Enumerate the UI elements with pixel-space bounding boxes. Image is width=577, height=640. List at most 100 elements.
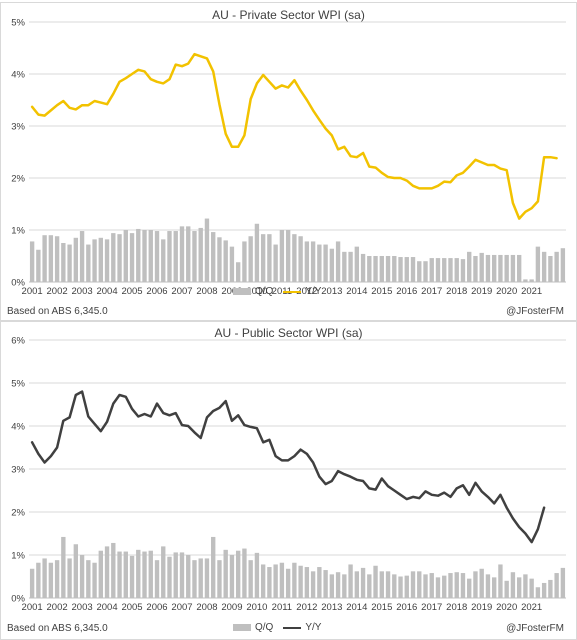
chart-legend: Q/Q Y/Y: [233, 622, 321, 633]
x-tick-label: 2014: [346, 286, 367, 297]
x-tick-label: 2014: [346, 602, 367, 613]
legend-line-swatch: [283, 290, 302, 293]
x-tick-label: 2021: [521, 286, 542, 297]
bar: [167, 231, 172, 282]
bar: [460, 259, 466, 282]
bar: [529, 578, 534, 598]
bar: [548, 256, 553, 282]
x-tick-label: 2007: [171, 286, 192, 297]
y-tick-label: 0%: [11, 594, 25, 605]
bar: [354, 246, 360, 282]
bar: [260, 564, 266, 598]
legend-label-yy: Y/Y: [305, 622, 322, 633]
bar: [211, 232, 216, 282]
bar: [485, 254, 491, 282]
bar: [54, 560, 60, 598]
bar: [279, 230, 285, 282]
bar: [173, 552, 178, 598]
bar: [554, 251, 559, 282]
bar: [48, 562, 54, 598]
bar: [335, 572, 341, 598]
bar: [73, 237, 79, 282]
x-tick-label: 2008: [196, 286, 217, 297]
bar: [360, 253, 366, 282]
bar: [136, 228, 141, 282]
bar: [129, 555, 135, 598]
x-tick-label: 2019: [471, 602, 492, 613]
bar: [523, 279, 528, 282]
bar: [223, 240, 228, 282]
bar: [329, 248, 335, 282]
x-tick-label: 2013: [321, 602, 342, 613]
bar: [473, 256, 478, 282]
y-tick-label: 1%: [11, 551, 25, 562]
bar: [360, 567, 366, 598]
y-tick-label: 3%: [11, 122, 25, 133]
bar: [42, 558, 47, 598]
bar: [79, 231, 85, 282]
author-handle: @JFosterFM: [506, 623, 564, 634]
bar: [398, 576, 403, 598]
bar: [473, 571, 478, 598]
bar: [335, 241, 341, 282]
bar: [186, 226, 191, 282]
bar: [298, 236, 303, 282]
bar: [198, 558, 203, 598]
bar: [161, 239, 166, 282]
bar: [248, 236, 253, 282]
bar: [167, 556, 172, 598]
bar: [379, 571, 384, 598]
bar: [529, 279, 534, 282]
bar: [373, 565, 378, 598]
bar: [92, 562, 97, 598]
bar: [198, 227, 203, 282]
bar: [179, 552, 185, 598]
x-tick-label: 2010: [246, 602, 267, 613]
bar: [279, 562, 285, 598]
bar: [161, 546, 166, 598]
bar: [535, 587, 541, 598]
x-tick-label: 2003: [72, 602, 93, 613]
bar: [98, 237, 103, 282]
bar: [92, 239, 97, 282]
source-note: Based on ABS 6,345.0: [7, 306, 108, 317]
bar: [67, 244, 72, 282]
bar: [173, 231, 178, 282]
bar: [423, 261, 428, 282]
bar: [254, 223, 260, 282]
bar: [554, 573, 559, 598]
bar: [342, 251, 347, 282]
private-sector-chart: 0% 1% 2% 3% 4% 5% 2001 2002 2003 2004 2005 2006 2007…: [11, 18, 566, 297]
x-tick-label: 2005: [121, 602, 142, 613]
bar: [454, 258, 459, 282]
bar: [454, 572, 459, 598]
bar: [36, 562, 41, 598]
bar: [385, 256, 391, 282]
bar: [148, 230, 153, 282]
x-tick-label: 2015: [371, 602, 392, 613]
bar: [267, 234, 272, 282]
bar: [211, 536, 216, 598]
bar: [448, 573, 453, 598]
bar: [398, 257, 403, 282]
bar: [485, 574, 491, 598]
bar: [54, 236, 60, 282]
bar: [285, 568, 291, 598]
bar: [298, 565, 303, 598]
public-sector-chart: 0% 1% 2% 3% 4% 5% 6% 2001 2002 2003 2004 2005 2006 20…: [11, 336, 566, 613]
y-tick-label: 1%: [11, 226, 25, 237]
yy-series-line: [30, 390, 546, 544]
bar: [67, 558, 72, 598]
bar: [48, 235, 54, 282]
bar: [142, 230, 147, 282]
legend-line-swatch: [283, 626, 302, 629]
bar: [560, 248, 566, 282]
bar: [560, 567, 566, 598]
bar: [273, 244, 278, 282]
x-tick-label: 2001: [22, 286, 43, 297]
x-tick-label: 2002: [47, 286, 68, 297]
bar: [385, 571, 391, 598]
x-tick-label: 2004: [96, 286, 117, 297]
x-tick-label: 2009: [221, 286, 242, 297]
bar: [354, 571, 360, 598]
